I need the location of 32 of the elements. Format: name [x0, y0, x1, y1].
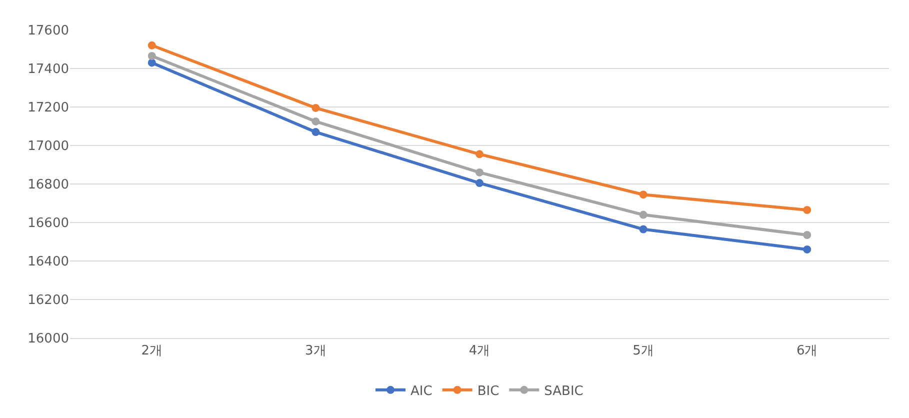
x-tick-label: 6개 [796, 344, 818, 359]
point [312, 104, 320, 112]
y-tick-label: 16400 [28, 254, 69, 270]
x-tick-label: 3개 [305, 344, 326, 359]
legend-label: AIC [410, 384, 432, 399]
point [476, 168, 484, 176]
y-tick-label: 17400 [28, 62, 69, 78]
y-tick-label: 16600 [28, 216, 69, 232]
point [476, 179, 484, 188]
point [639, 190, 648, 199]
y-tick-label: 17200 [28, 100, 69, 116]
point [312, 117, 320, 126]
x-tick-label: 2개 [141, 344, 163, 359]
y-tick-label: 17600 [28, 24, 69, 39]
point [803, 231, 812, 240]
point [803, 245, 812, 254]
y-tick-label: 16800 [28, 178, 69, 193]
legend-label: BIC [477, 384, 500, 399]
point [312, 128, 320, 136]
point [148, 52, 156, 60]
point [148, 58, 156, 67]
point [476, 150, 484, 158]
point [803, 206, 812, 214]
y-tick-label: 16200 [28, 293, 69, 308]
x-tick-label: 5개 [632, 344, 654, 359]
y-tick-label: 17000 [28, 139, 69, 154]
point [639, 210, 648, 219]
point [148, 41, 156, 50]
x-tick-label: 4개 [468, 344, 490, 359]
point [639, 225, 648, 234]
legend-label: SABIC [544, 384, 584, 399]
y-tick-label: 16000 [28, 332, 69, 347]
